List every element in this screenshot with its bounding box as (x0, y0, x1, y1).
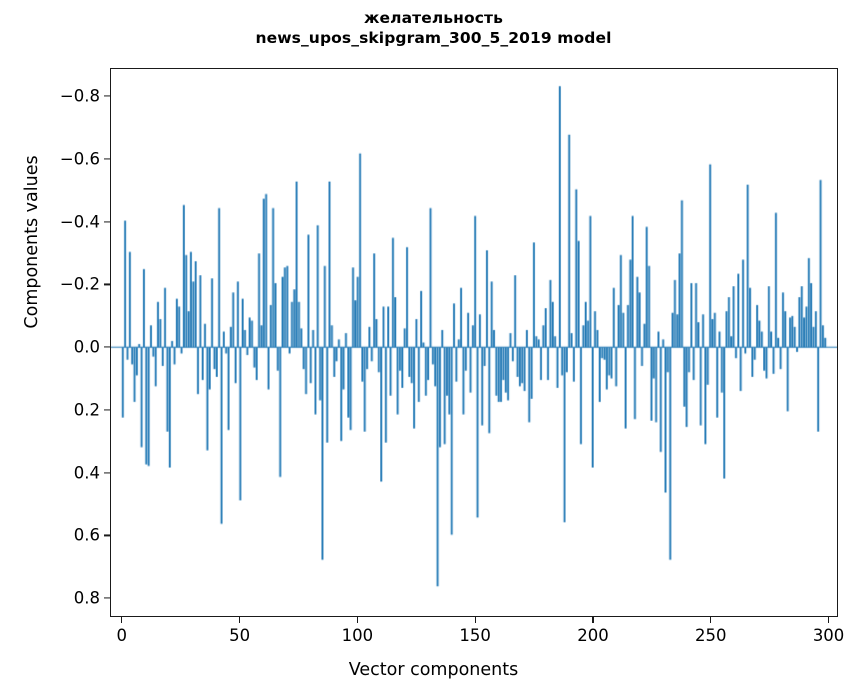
chart-title-line1: желательность (363, 9, 504, 27)
chart-title: желательность news_upos_skipgram_300_5_2… (0, 8, 867, 48)
x-tick-mark (356, 616, 359, 623)
x-tick-mark (828, 616, 830, 623)
y-tick-label: 0.4 (73, 463, 100, 483)
y-tick-mark (103, 409, 110, 411)
y-tick-mark (103, 158, 110, 160)
x-tick-mark (121, 616, 123, 623)
y-tick-mark (103, 95, 110, 97)
y-tick-label: 0.2 (73, 400, 100, 420)
x-tick-mark (239, 616, 241, 623)
x-tick-mark (474, 616, 476, 623)
y-tick-mark (103, 283, 110, 286)
x-tick-label: 200 (577, 626, 609, 645)
x-tick-label: 0 (116, 626, 128, 645)
y-tick-mark (103, 221, 110, 223)
x-tick-mark (592, 616, 594, 623)
y-tick-label: −0.8 (59, 86, 100, 106)
y-tick-mark (103, 534, 110, 536)
y-tick-mark (103, 597, 110, 599)
x-axis-label: Vector components (348, 660, 519, 680)
y-tick-label: −0.6 (59, 149, 100, 169)
y-tick-mark (103, 346, 110, 348)
y-tick-mark (103, 472, 110, 474)
y-tick-label: −0.2 (59, 274, 100, 294)
x-tick-label: 250 (695, 626, 727, 645)
y-axis-label: Components values (22, 155, 42, 329)
bar-series-canvas (111, 69, 837, 616)
plot-area (110, 68, 838, 617)
x-tick-label: 150 (459, 626, 491, 645)
y-tick-label: −0.4 (59, 212, 100, 232)
x-tick-mark (710, 616, 712, 623)
y-tick-label: 0.8 (73, 588, 100, 608)
x-tick-label: 100 (341, 626, 374, 645)
x-tick-label: 50 (229, 626, 251, 645)
y-tick-label: 0.0 (73, 337, 100, 357)
x-tick-label: 300 (812, 626, 845, 645)
y-tick-label: 0.6 (73, 525, 100, 545)
chart-title-line2: news_upos_skipgram_300_5_2019 model (255, 29, 612, 47)
